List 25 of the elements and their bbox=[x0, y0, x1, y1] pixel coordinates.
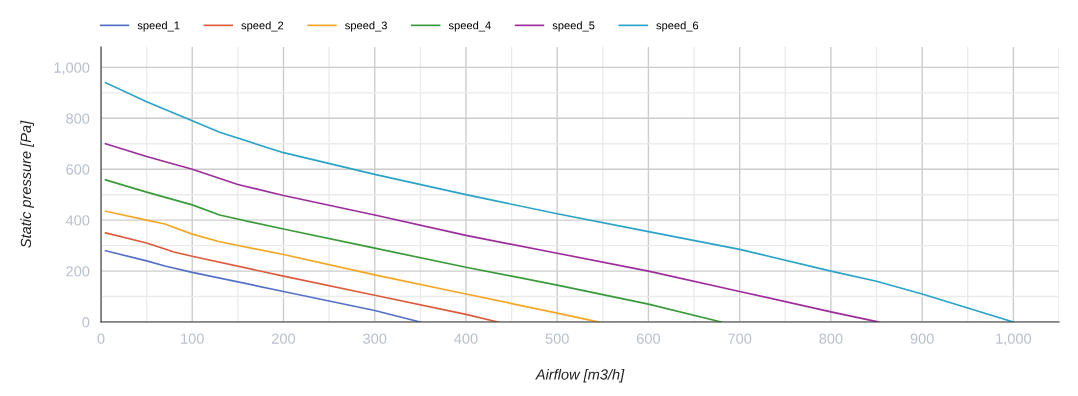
x-tick-label: 300 bbox=[363, 333, 387, 344]
y-tick-label: 400 bbox=[65, 215, 90, 226]
legend-label: speed_6 bbox=[656, 21, 699, 32]
x-axis-title: Airflow [m3/h] bbox=[535, 368, 625, 383]
y-tick-label: 200 bbox=[66, 266, 90, 277]
y-tick-label: 1,000 bbox=[54, 62, 90, 75]
legend-label: speed_2 bbox=[241, 21, 284, 32]
y-axis-title: Static pressure [Pa] bbox=[20, 120, 34, 248]
legend-label: speed_5 bbox=[552, 21, 595, 32]
x-tick-label: 600 bbox=[637, 333, 661, 344]
x-tick-label: 700 bbox=[728, 333, 752, 344]
x-tick-label: 400 bbox=[454, 333, 478, 344]
x-tick-label: 500 bbox=[545, 333, 569, 344]
legend-label: speed_3 bbox=[345, 21, 387, 32]
legend-label: speed_4 bbox=[448, 21, 491, 32]
y-tick-label: 600 bbox=[66, 164, 90, 175]
x-tick-label: 200 bbox=[272, 333, 296, 344]
y-tick-label: 800 bbox=[66, 113, 90, 124]
y-tick-label: 0 bbox=[82, 317, 90, 328]
x-tick-label: 800 bbox=[819, 333, 843, 344]
x-tick-label: 900 bbox=[910, 333, 934, 344]
x-tick-label: 0 bbox=[97, 333, 105, 344]
x-tick-label: 1,000 bbox=[996, 333, 1032, 346]
x-tick-label: 100 bbox=[181, 333, 204, 344]
legend-label: speed_1 bbox=[137, 21, 180, 32]
